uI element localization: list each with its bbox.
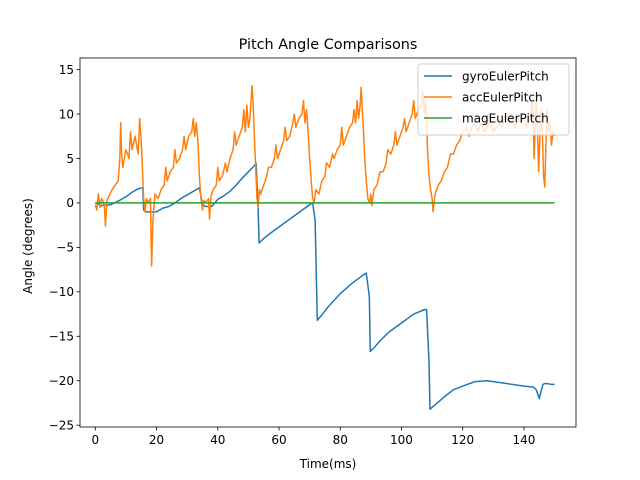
y-tick-label: −20 bbox=[49, 374, 74, 388]
axes bbox=[79, 57, 577, 428]
y-tick-label: 10 bbox=[59, 107, 74, 121]
x-tick-label: 0 bbox=[91, 433, 99, 447]
legend: gyroEulerPitch accEulerPitch magEulerPitch bbox=[417, 63, 570, 136]
x-tick-label: 120 bbox=[451, 433, 474, 447]
y-tick-label: −15 bbox=[49, 330, 74, 344]
chart-title: Pitch Angle Comparisons bbox=[239, 37, 418, 53]
y-tick-label: 0 bbox=[66, 196, 74, 210]
legend-box bbox=[417, 63, 570, 136]
legend-label-magEulerPitch: magEulerPitch bbox=[462, 111, 549, 125]
x-tick-label: 100 bbox=[390, 433, 413, 447]
x-tick-label: 80 bbox=[333, 433, 348, 447]
y-tick-label: 5 bbox=[66, 152, 74, 166]
y-tick-label: −10 bbox=[49, 285, 74, 299]
x-tick-label: 140 bbox=[512, 433, 535, 447]
x-tick-label: 60 bbox=[271, 433, 286, 447]
y-axis-label: Angle (degrees) bbox=[21, 198, 35, 294]
y-tick-label: −25 bbox=[49, 419, 74, 433]
ticks: 0 20 40 60 80 100 120 140 −25 −20 −15 −10 −5 0 5 10 15 bbox=[49, 63, 536, 447]
x-axis-label: Time(ms) bbox=[299, 457, 357, 471]
legend-label-accEulerPitch: accEulerPitch bbox=[462, 90, 543, 104]
plot-frame bbox=[79, 57, 577, 428]
y-tick-label: −5 bbox=[56, 241, 74, 255]
legend-label-gyroEulerPitch: gyroEulerPitch bbox=[462, 69, 549, 83]
series-line-gyroEulerPitch bbox=[95, 162, 555, 410]
x-tick-label: 20 bbox=[149, 433, 164, 447]
x-tick-label: 40 bbox=[210, 433, 225, 447]
y-tick-label: 15 bbox=[59, 63, 74, 77]
